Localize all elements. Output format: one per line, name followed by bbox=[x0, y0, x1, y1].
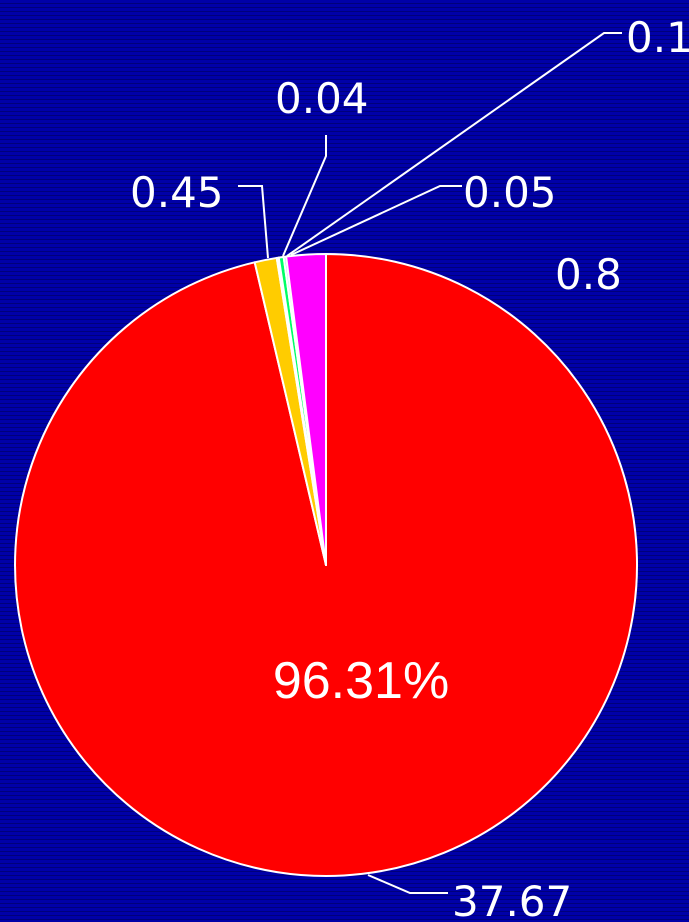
leader-line-0-45 bbox=[238, 185, 269, 259]
leader-line-0-04 bbox=[282, 135, 327, 257]
pie-slices bbox=[14, 253, 638, 877]
center-percent-label: 96.31% bbox=[273, 652, 449, 710]
slice-label-0-1: 0.1 bbox=[626, 13, 689, 62]
slice-label-37-67: 37.67 bbox=[452, 877, 572, 922]
leader-lines bbox=[238, 32, 622, 894]
leader-line-0-1 bbox=[286, 32, 622, 257]
slice-label-0-45: 0.45 bbox=[130, 168, 224, 217]
leader-line-37-67 bbox=[367, 874, 448, 894]
leader-line-0-05 bbox=[290, 185, 462, 256]
slice-label-0-05: 0.05 bbox=[463, 168, 557, 217]
slice-label-0-8: 0.8 bbox=[555, 250, 622, 299]
pie-slice-0-8 bbox=[285, 253, 327, 566]
slice-label-0-04: 0.04 bbox=[275, 74, 369, 123]
